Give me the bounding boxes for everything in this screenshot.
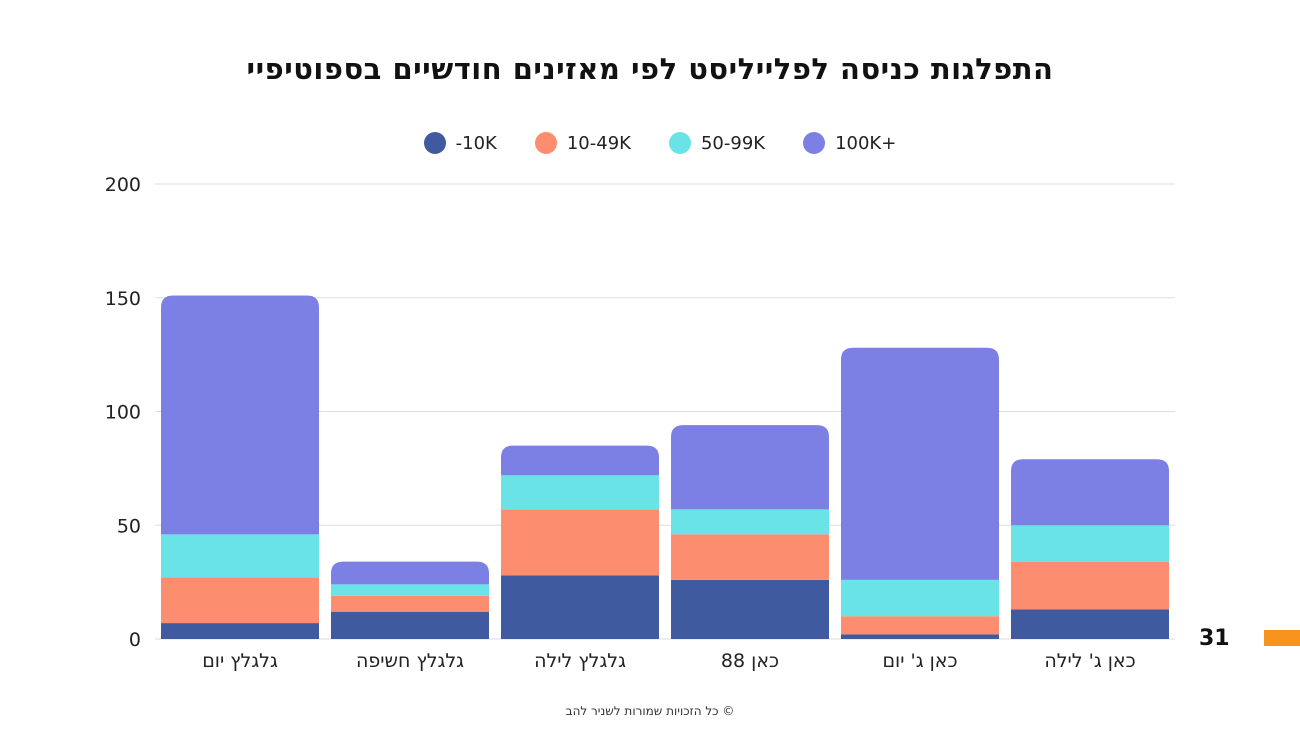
bar-segment: [161, 577, 319, 624]
bar-segment: [671, 534, 829, 580]
bar-segment: [501, 445, 659, 476]
legend-swatch: [803, 132, 826, 154]
legend-label: 50-99K: [700, 132, 766, 154]
chart-title: התפלגות כניסה לפלייליסט לפי מאזינים חודש…: [246, 52, 1054, 86]
bar-segment: [501, 509, 659, 576]
bar-segment: [841, 634, 999, 639]
bar-segment: [671, 579, 829, 639]
legend-item: 50-99K: [668, 132, 766, 154]
bar-segment: [161, 623, 319, 639]
x-tick-label: כאן ג' לילה: [1044, 650, 1135, 672]
bar-segment: [841, 616, 999, 635]
x-tick-label: גלגלץ יום: [202, 650, 278, 672]
bar-segment: [671, 425, 829, 510]
bars: [161, 295, 1169, 639]
bar-segment: [501, 575, 659, 639]
x-tick-label: גלגלץ חשיפה: [356, 650, 464, 672]
bar-segment: [161, 534, 319, 578]
page-accent-bar: [1264, 630, 1300, 646]
bar-segment: [1011, 525, 1169, 562]
bar-segment: [331, 584, 489, 596]
grid-lines: [155, 183, 1175, 640]
x-tick-label: כאן 88: [721, 650, 779, 672]
bar-segment: [1011, 459, 1169, 526]
y-tick-label: 0: [129, 629, 141, 651]
y-tick-label: 100: [105, 402, 141, 424]
legend-label: 10-49K: [566, 132, 631, 154]
copyright-footer: © כל הזכויות שמורות לשניר להב: [565, 704, 735, 718]
bar-segment: [331, 561, 489, 585]
bar-segment: [841, 347, 999, 580]
legend-swatch: [534, 132, 557, 154]
bar-segment: [671, 509, 829, 535]
y-tick-label: 50: [117, 515, 141, 537]
bar-segment: [841, 579, 999, 617]
legend-item: 10-49K: [534, 132, 631, 154]
y-tick-label: 200: [105, 174, 141, 196]
bar-segment: [1011, 609, 1169, 639]
legend-swatch: [423, 132, 446, 154]
y-axis: 0 50 100 150 200: [105, 174, 141, 651]
x-tick-label: גלגלץ לילה: [534, 650, 626, 672]
legend-item: -10K: [423, 132, 497, 154]
x-axis: גלגלץ יום גלגלץ חשיפה גלגלץ לילה כאן 88 כאן …: [202, 650, 1135, 672]
y-tick-label: 150: [105, 288, 141, 310]
bar-segment: [501, 475, 659, 510]
bar-segment: [161, 295, 319, 535]
legend-label: 100K+: [835, 132, 897, 154]
bar-segment: [331, 611, 489, 639]
bar-segment: [331, 595, 489, 612]
page-number: 31: [1199, 626, 1230, 651]
x-tick-label: כאן ג' יום: [882, 650, 957, 672]
legend-item: 100K+: [803, 132, 896, 154]
bar-segment: [1011, 561, 1169, 610]
chart-legend: -10K 10-49K 50-99K 100K+: [0, 132, 1300, 154]
legend-swatch: [668, 132, 691, 154]
legend-label: -10K: [455, 132, 497, 154]
